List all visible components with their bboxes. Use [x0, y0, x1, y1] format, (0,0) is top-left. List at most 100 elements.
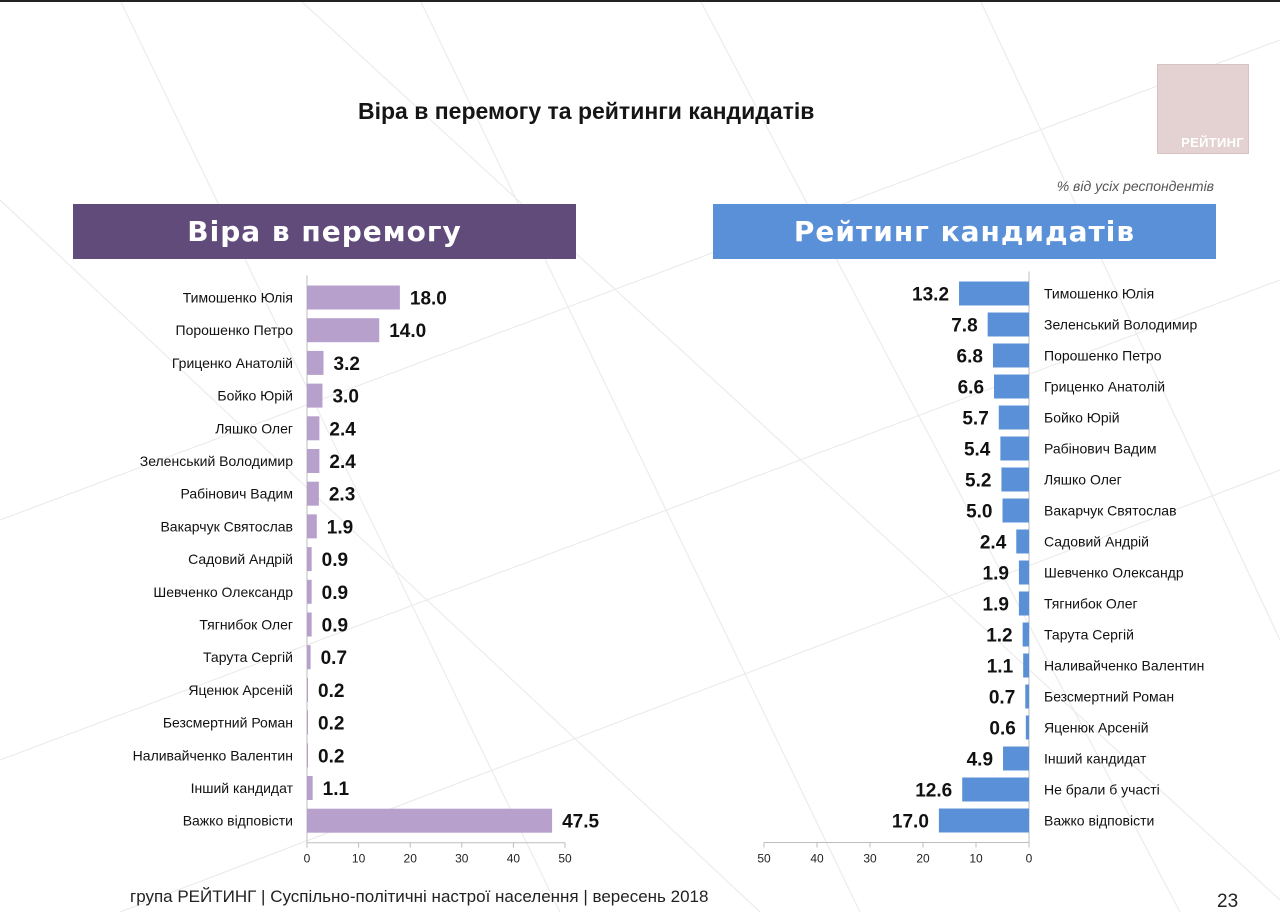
right-value-label: 0.7 — [989, 688, 1015, 709]
left-bar — [307, 743, 309, 768]
right-category-label: Ляшко Олег — [1044, 472, 1122, 488]
left-bar — [307, 350, 324, 375]
left-bar — [307, 416, 320, 441]
left-bar — [307, 318, 380, 343]
left-category-label: Ляшко Олег — [215, 420, 293, 436]
right-bar — [1001, 467, 1029, 492]
right-value-label: 1.2 — [986, 626, 1012, 647]
left-value-label: 2.3 — [329, 485, 355, 506]
right-tick-label: 40 — [810, 852, 824, 866]
left-value-label: 1.1 — [323, 779, 350, 800]
left-category-label: Безсмертний Роман — [163, 715, 293, 731]
right-bar — [1025, 684, 1029, 709]
left-tick-label: 20 — [404, 852, 418, 866]
logo-text: РЕЙТИНГ — [1181, 135, 1244, 150]
right-bar — [1025, 715, 1029, 740]
left-tick-label: 50 — [558, 852, 572, 866]
left-bar — [307, 481, 319, 506]
left-bar — [307, 514, 317, 539]
right-tick-label: 0 — [1026, 852, 1033, 866]
right-value-label: 2.4 — [980, 533, 1007, 554]
left-category-label: Тимошенко Юлія — [183, 290, 293, 306]
left-tick-label: 40 — [507, 852, 521, 866]
right-category-label: Гриценко Анатолій — [1044, 379, 1165, 395]
left-bar — [307, 776, 313, 800]
right-bar — [1002, 498, 1029, 523]
slide-title: Віра в перемогу та рейтинги кандидатів — [358, 98, 815, 124]
right-tick-label: 30 — [863, 852, 877, 866]
left-value-label: 18.0 — [410, 289, 447, 310]
left-category-label: Садовий Андрій — [188, 551, 293, 567]
left-category-label: Наливайченко Валентин — [133, 747, 293, 763]
right-value-label: 17.0 — [892, 812, 929, 833]
left-tick-label: 30 — [455, 852, 469, 866]
right-category-label: Порошенко Петро — [1044, 348, 1162, 364]
left-category-label: Рабінович Вадим — [181, 486, 294, 502]
left-value-label: 3.0 — [332, 387, 358, 408]
left-chart-header: Віра в перемогу — [73, 204, 576, 259]
left-tick-label: 0 — [304, 852, 311, 866]
right-value-label: 4.9 — [967, 750, 993, 771]
left-category-label: Яценюк Арсеній — [188, 682, 293, 698]
right-category-label: Важко відповісти — [1044, 813, 1154, 829]
left-bar — [307, 547, 312, 572]
right-category-label: Шевченко Олександр — [1044, 565, 1184, 581]
right-value-label: 5.0 — [966, 502, 992, 523]
right-value-label: 7.8 — [951, 316, 977, 337]
left-value-label: 0.7 — [321, 648, 347, 669]
page-number: 23 — [1217, 891, 1239, 912]
right-value-label: 1.1 — [987, 657, 1014, 678]
left-value-label: 0.2 — [318, 714, 344, 735]
left-bar — [307, 579, 312, 604]
right-bar — [987, 312, 1029, 337]
right-value-label: 5.4 — [964, 440, 991, 461]
right-value-label: 5.2 — [965, 471, 991, 492]
left-category-label: Зеленський Володимир — [140, 453, 293, 469]
left-value-label: 2.4 — [329, 419, 356, 440]
left-value-label: 1.9 — [327, 517, 353, 538]
right-category-label: Тарута Сергій — [1044, 627, 1134, 643]
right-category-label: Садовий Андрій — [1044, 534, 1149, 550]
unit-note: % від усіх респондентів — [1056, 178, 1214, 194]
left-category-label: Вакарчук Святослав — [160, 518, 293, 534]
right-bar — [998, 405, 1029, 430]
right-category-label: Зеленський Володимир — [1044, 317, 1197, 333]
right-category-label: Безсмертний Роман — [1044, 689, 1174, 705]
left-category-label: Гриценко Анатолій — [172, 355, 293, 371]
left-value-label: 0.9 — [322, 583, 348, 604]
right-bar — [1022, 622, 1029, 647]
right-category-label: Тягнибок Олег — [1044, 596, 1138, 612]
left-bar — [307, 285, 400, 310]
left-bar — [307, 612, 312, 637]
rating-logo: РЕЙТИНГ — [1157, 64, 1249, 154]
right-category-label: Не брали б участі — [1044, 782, 1160, 798]
right-chart-header: Рейтинг кандидатів — [713, 204, 1216, 259]
right-value-label: 6.8 — [957, 347, 983, 368]
right-bar — [994, 374, 1029, 399]
right-value-label: 1.9 — [983, 595, 1009, 616]
right-bar — [938, 808, 1029, 833]
right-value-label: 6.6 — [958, 378, 984, 399]
right-category-label: Бойко Юрій — [1044, 410, 1120, 426]
left-category-label: Тягнибок Олег — [199, 617, 293, 633]
right-category-label: Наливайченко Валентин — [1044, 658, 1204, 674]
right-tick-label: 20 — [916, 852, 930, 866]
right-category-label: Тимошенко Юлія — [1044, 286, 1154, 302]
left-value-label: 2.4 — [329, 452, 356, 473]
footer-text: група РЕЙТИНГ | Суспільно-політичні наст… — [130, 887, 709, 906]
left-bar — [307, 383, 323, 408]
right-bar — [1018, 591, 1029, 616]
right-value-label: 5.7 — [962, 409, 988, 430]
right-bar — [1003, 746, 1029, 771]
left-value-label: 0.9 — [322, 550, 348, 571]
left-value-label: 14.0 — [389, 321, 426, 342]
left-category-label: Бойко Юрій — [217, 388, 293, 404]
left-value-label: 0.2 — [318, 681, 344, 702]
right-bar — [1018, 560, 1029, 585]
left-category-label: Інший кандидат — [191, 780, 294, 796]
right-category-label: Вакарчук Святослав — [1044, 503, 1177, 519]
right-bar — [1016, 529, 1029, 554]
left-category-label: Шевченко Олександр — [153, 584, 293, 600]
